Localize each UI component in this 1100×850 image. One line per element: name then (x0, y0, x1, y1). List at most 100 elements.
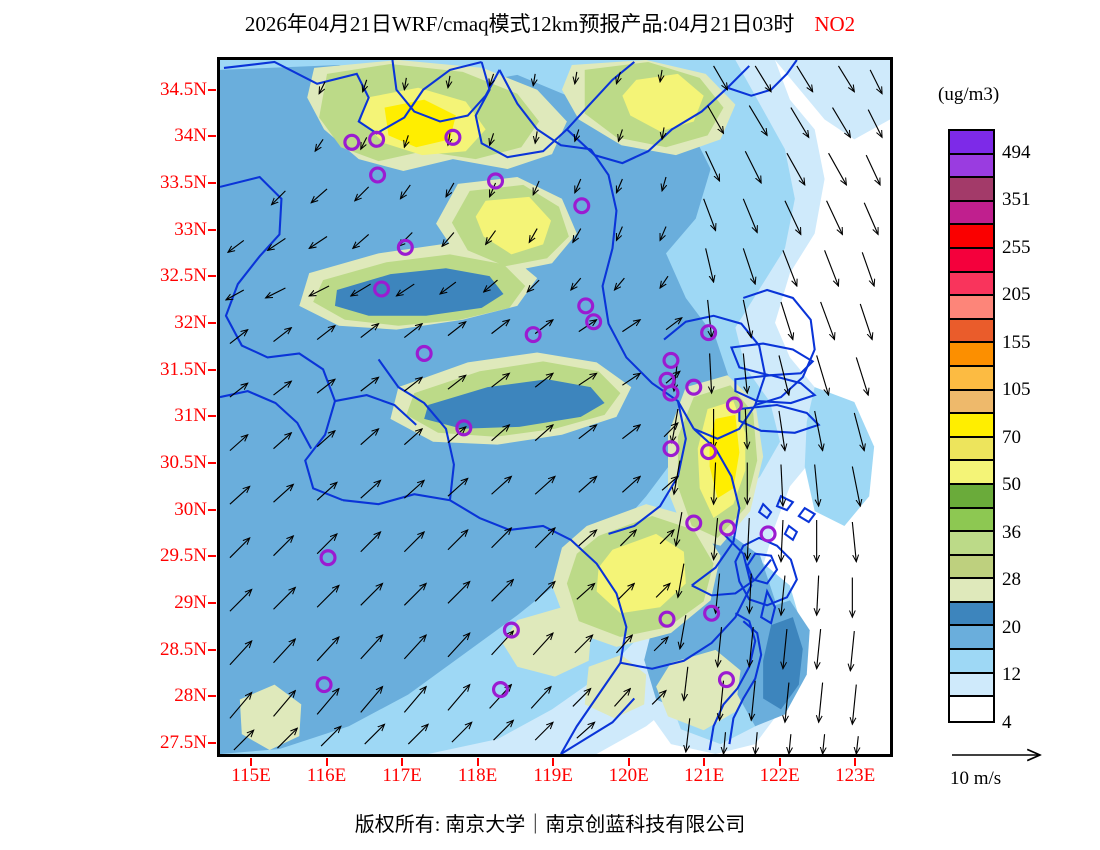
lat-tick-label: 32N (174, 312, 207, 333)
colorbar-band (950, 437, 993, 462)
colorbar-band (950, 131, 993, 155)
colorbar-band (950, 626, 993, 651)
lat-tick-mark (208, 555, 216, 558)
colorbar-band (950, 343, 993, 367)
coastline (691, 60, 821, 751)
lon-tick-mark (476, 758, 479, 766)
lon-tick-label: 119E (533, 765, 573, 786)
wind-scale-legend: 10 m/s (948, 744, 1088, 790)
lat-tick-mark (208, 508, 216, 511)
lat-tick-label: 34.5N (160, 78, 207, 100)
colorbar-band (950, 697, 993, 721)
colorbar-band (950, 602, 993, 627)
lon-tick-label: 118E (457, 765, 498, 786)
colorbar-band (950, 555, 993, 580)
lat-tick-label: 28.5N (160, 638, 207, 660)
lat-tick-mark (208, 648, 216, 651)
colorbar-band (950, 319, 993, 344)
colorbar-band (950, 508, 993, 533)
lat-tick-label: 33N (174, 218, 207, 240)
lat-tick-mark (208, 275, 216, 278)
colorbar-band (950, 201, 993, 226)
lon-tick-label: 116E (306, 765, 347, 786)
species-label: NO2 (814, 12, 856, 36)
colorbar-band (950, 366, 993, 391)
colorbar-tick-container: 494 351 255 205 155 105 70 50 36 28 20 12 4 (1002, 129, 1097, 733)
colorbar-tick-label: 50 (1002, 474, 1021, 496)
colorbar-band (950, 272, 993, 297)
lat-tick-mark (208, 695, 216, 698)
lon-tick-label: 123E (835, 765, 876, 786)
colorbar-tick-label: 205 (1002, 284, 1031, 306)
colorbar-tick-label: 20 (1002, 616, 1021, 638)
lat-tick-label: 30.5N (160, 452, 207, 473)
colorbar-band (950, 414, 993, 438)
lat-tick-mark (208, 602, 216, 604)
lat-tick-mark (208, 462, 216, 464)
chart-title-bar: 2026年04月21日WRF/cmaq模式12km预报产品:04月21日03时 … (0, 8, 1100, 38)
lon-tick-mark (249, 758, 252, 766)
lat-tick-mark (208, 322, 216, 324)
lat-tick-label: 31N (174, 405, 207, 427)
colorbar-band (950, 154, 993, 179)
lat-tick-label: 29.5N (160, 545, 207, 567)
colorbar-band (950, 673, 993, 698)
arrow-right-icon (952, 744, 1068, 766)
lon-tick-mark (778, 758, 781, 766)
colorbar-band (950, 390, 993, 415)
colorbar-band (950, 178, 993, 202)
lat-tick-label: 31.5N (160, 358, 207, 380)
colorbar-band (950, 650, 993, 674)
colorbar-tick-label: 155 (1002, 331, 1031, 353)
colorbar-tick-label: 494 (1002, 141, 1031, 163)
colorbar-unit-label: (ug/m3) (938, 84, 1000, 105)
colorbar-tick-label: 351 (1002, 189, 1031, 211)
colorbar-tick-label: 255 (1002, 236, 1031, 258)
lat-tick-label: 28N (174, 685, 207, 707)
colorbar (948, 129, 995, 723)
lat-tick-mark (208, 368, 216, 371)
lon-tick-mark (703, 758, 706, 766)
map-plot-area[interactable] (217, 57, 893, 757)
lat-tick-label: 29N (174, 592, 207, 613)
lat-tick-mark (208, 135, 216, 138)
lat-tick-mark (208, 182, 216, 184)
lon-tick-label: 122E (759, 765, 800, 786)
lat-tick-label: 27.5N (160, 732, 207, 753)
colorbar-band (950, 484, 993, 509)
lon-tick-mark (854, 758, 857, 766)
colorbar-tick-label: 4 (1002, 712, 1012, 733)
lat-tick-label: 32.5N (160, 265, 207, 287)
lon-tick-mark (627, 758, 630, 766)
lon-tick-mark (325, 758, 328, 766)
lon-tick-label: 117E (382, 765, 422, 786)
lat-tick-mark (208, 228, 216, 231)
colorbar-tick-label: 12 (1002, 664, 1021, 686)
page-title: 2026年04月21日WRF/cmaq模式12km预报产品:04月21日03时 (244, 12, 795, 36)
colorbar-tick-label: 70 (1002, 426, 1021, 448)
colorbar-band (950, 532, 993, 556)
colorbar-band (950, 296, 993, 320)
lat-tick-mark (208, 415, 216, 418)
lon-tick-mark (552, 758, 555, 766)
wind-vectors (226, 65, 882, 754)
lat-tick-label: 33.5N (160, 172, 207, 193)
lon-tick-label: 120E (608, 765, 649, 786)
colorbar-tick-label: 105 (1002, 379, 1031, 401)
colorbar-band (950, 225, 993, 249)
lon-tick-mark (401, 758, 404, 766)
map-canvas (220, 60, 890, 754)
colorbar-band (950, 461, 993, 485)
colorbar-tick-label: 36 (1002, 521, 1021, 543)
colorbar-band (950, 248, 993, 273)
copyright-footer: 版权所有: 南京大学｜南京创蓝科技有限公司 (354, 814, 746, 836)
lat-tick-label: 30N (174, 498, 207, 520)
lat-tick-mark (208, 742, 216, 744)
colorbar-tick-label: 28 (1002, 569, 1021, 591)
lat-tick-mark (208, 88, 216, 91)
wind-scale-label: 10 m/s (950, 768, 1002, 789)
lon-tick-label: 121E (684, 765, 725, 786)
colorbar-band (950, 579, 993, 603)
lat-tick-label: 34N (174, 125, 207, 147)
station-markers (315, 128, 777, 699)
